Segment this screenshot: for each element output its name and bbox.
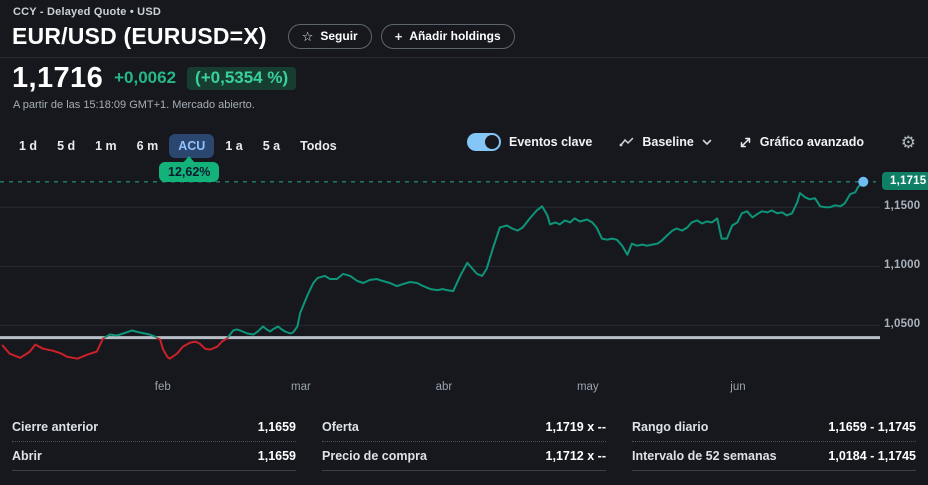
stat-value: 1,1712 x -- — [545, 449, 606, 463]
period-return-badge: 12,62% — [159, 156, 220, 182]
chart-controls: Eventos clave Baseline Gráfico avanzado — [466, 133, 864, 151]
x-axis: feb mar abr may jun — [0, 381, 880, 397]
x-axis-tick-label: abr — [435, 381, 453, 393]
stat-label: Rango diario — [632, 420, 709, 434]
expand-diagonal-icon — [739, 136, 752, 149]
range-tab-1m[interactable]: 1 m — [95, 139, 117, 153]
table-row: Cierre anterior 1,1659 — [12, 413, 296, 442]
stats-column: Oferta 1,1719 x -- Precio de compra 1,17… — [322, 413, 606, 471]
key-events-control[interactable]: Eventos clave — [466, 133, 593, 151]
header-divider — [0, 57, 928, 58]
toggle-knob-icon — [484, 135, 499, 149]
y-axis-tick-label: 1,1500 — [884, 200, 921, 213]
title-row: EUR/USD (EURUSD=X) ☆ Seguir + Añadir hol… — [12, 21, 515, 51]
stat-label: Precio de compra — [322, 449, 427, 463]
stats-column: Cierre anterior 1,1659 Abrir 1,1659 — [12, 413, 296, 471]
range-tab-1a[interactable]: 1 a — [225, 139, 243, 153]
price-change: +0,0062 — [114, 68, 177, 87]
baseline-chart-type-dropdown[interactable]: Baseline — [619, 135, 712, 149]
table-row: Intervalo de 52 semanas 1,0184 - 1,1745 — [632, 442, 916, 471]
quote-statistics: Cierre anterior 1,1659 Abrir 1,1659 Ofer… — [12, 413, 916, 471]
stat-label: Oferta — [322, 420, 359, 434]
stat-value: 1,1659 — [257, 420, 296, 434]
quote-timestamp: A partir de las 15:18:09 GMT+1. Mercado … — [13, 99, 255, 111]
range-tab-Todos[interactable]: Todos — [300, 139, 337, 153]
stat-value: 1,1659 - 1,1745 — [828, 420, 916, 434]
chart-canvas[interactable] — [0, 170, 928, 382]
add-holdings-button-label: Añadir holdings — [409, 29, 501, 43]
follow-button-label: Seguir — [320, 29, 358, 43]
table-row: Precio de compra 1,1712 x -- — [322, 442, 606, 471]
range-tab-1d[interactable]: 1 d — [19, 139, 38, 153]
advanced-chart-button[interactable]: Gráfico avanzado — [739, 135, 864, 149]
baseline-chart-icon — [619, 136, 634, 148]
x-axis-tick-label: may — [576, 381, 599, 393]
key-events-label: Eventos clave — [508, 135, 593, 149]
stat-value: 1,1659 — [257, 449, 296, 463]
stat-label: Abrir — [12, 449, 42, 463]
plus-icon: + — [394, 28, 403, 44]
table-row: Rango diario 1,1659 - 1,1745 — [632, 413, 916, 442]
add-holdings-button[interactable]: + Añadir holdings — [380, 23, 515, 49]
price-chart[interactable]: 1,1500 1,1000 1,0500 1,1715 — [0, 170, 928, 382]
range-tabs: 1 d 5 d 1 m 6 m ACU 1 a 5 a Todos — [10, 134, 346, 158]
stat-value: 1,0184 - 1,1745 — [828, 449, 916, 463]
table-row: Oferta 1,1719 x -- — [322, 413, 606, 442]
current-price: 1,1716 — [12, 61, 104, 94]
stat-label: Cierre anterior — [12, 420, 99, 434]
stat-value: 1,1719 x -- — [545, 420, 606, 434]
star-icon: ☆ — [301, 28, 314, 44]
page-title: EUR/USD (EURUSD=X) — [12, 22, 267, 49]
chevron-down-icon — [702, 139, 712, 146]
range-tab-5d[interactable]: 5 d — [57, 139, 76, 153]
price-line-below-baseline — [1, 337, 229, 360]
current-price-axis-badge: 1,1715 — [882, 171, 928, 190]
y-axis-tick-label: 1,0500 — [884, 318, 921, 331]
stat-label: Intervalo de 52 semanas — [632, 449, 777, 463]
range-tab-ACU[interactable]: ACU — [169, 134, 215, 158]
current-price-marker — [858, 176, 869, 187]
exchange-info-line: CCY - Delayed Quote • USD — [13, 6, 162, 18]
y-axis-tick-label: 1,1000 — [884, 259, 921, 272]
advanced-chart-label: Gráfico avanzado — [759, 135, 864, 149]
table-row: Abrir 1,1659 — [12, 442, 296, 471]
range-tab-5a[interactable]: 5 a — [262, 139, 281, 153]
quote-row: 1,1716 +0,0062 (+0,5354 %) — [12, 61, 297, 95]
x-axis-tick-label: jun — [730, 381, 746, 393]
price-line-above-baseline — [102, 180, 865, 338]
key-events-toggle[interactable] — [466, 133, 501, 151]
follow-button[interactable]: ☆ Seguir — [287, 23, 372, 49]
baseline-label: Baseline — [642, 135, 694, 149]
x-axis-tick-label: mar — [291, 381, 311, 393]
x-axis-tick-label: feb — [154, 381, 171, 393]
range-tab-6m[interactable]: 6 m — [136, 139, 159, 153]
price-change-percent-badge: (+0,5354 %) — [187, 66, 297, 90]
stats-column: Rango diario 1,1659 - 1,1745 Intervalo d… — [632, 413, 916, 471]
settings-gear-icon[interactable]: ⚙ — [900, 133, 916, 152]
